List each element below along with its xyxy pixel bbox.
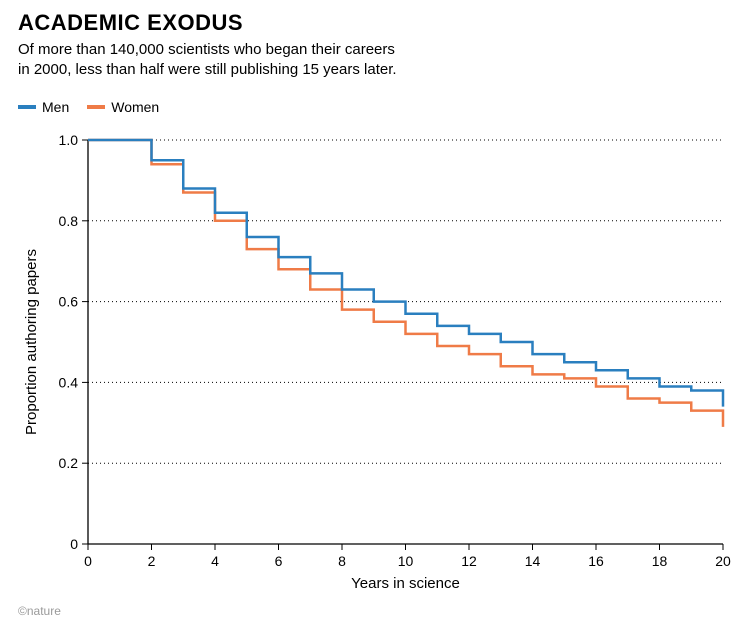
x-tick-label: 14 — [525, 553, 541, 569]
x-tick-label: 4 — [211, 553, 219, 569]
y-tick-label: 0.4 — [59, 374, 79, 390]
x-tick-label: 6 — [275, 553, 283, 569]
y-tick-label: 0.6 — [59, 294, 79, 310]
legend-label-women: Women — [111, 99, 159, 115]
series-men — [88, 140, 723, 407]
chart-svg: 0 2 4 6 8 10 12 14 16 18 20 0 0.2 0.4 0.6 0.8 1.0 Years i… — [18, 130, 733, 594]
legend-item-men: Men — [18, 99, 69, 115]
subtitle-line-1: Of more than 140,000 scientists who bega… — [18, 41, 395, 58]
legend-swatch-men — [18, 105, 36, 109]
y-axis-label: Proportion authoring papers — [23, 249, 40, 435]
legend-label-men: Men — [42, 99, 69, 115]
y-tick-label: 0.8 — [59, 213, 79, 229]
x-axis-label: Years in science — [351, 575, 460, 592]
x-tick-label: 0 — [84, 553, 92, 569]
legend: Men Women — [18, 99, 733, 115]
x-tick-label: 10 — [398, 553, 414, 569]
x-tick-label: 2 — [148, 553, 156, 569]
chart-area: 0 2 4 6 8 10 12 14 16 18 20 0 0.2 0.4 0.6 0.8 1.0 Years i… — [18, 130, 733, 594]
y-tick-label: 0 — [70, 536, 78, 552]
legend-swatch-women — [87, 105, 105, 109]
y-tick-label: 1.0 — [59, 132, 79, 148]
copyright: ©nature — [18, 604, 61, 618]
subtitle-line-2: in 2000, less than half were still publi… — [18, 61, 397, 78]
legend-item-women: Women — [87, 99, 159, 115]
chart-subtitle: Of more than 140,000 scientists who bega… — [18, 40, 733, 81]
x-tick-label: 16 — [588, 553, 604, 569]
x-tick-label: 20 — [715, 553, 731, 569]
x-tick-label: 12 — [461, 553, 477, 569]
y-tick-label: 0.2 — [59, 455, 79, 471]
x-tick-label: 8 — [338, 553, 346, 569]
x-tick-label: 18 — [652, 553, 668, 569]
chart-title: ACADEMIC EXODUS — [18, 10, 733, 36]
